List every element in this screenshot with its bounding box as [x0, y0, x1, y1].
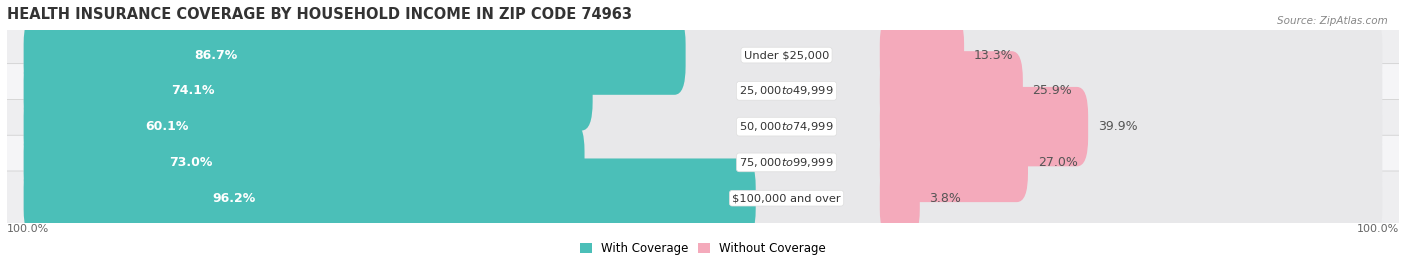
- Text: $25,000 to $49,999: $25,000 to $49,999: [740, 84, 834, 97]
- FancyBboxPatch shape: [880, 123, 1028, 202]
- FancyBboxPatch shape: [24, 123, 1382, 202]
- Text: 3.8%: 3.8%: [929, 192, 962, 205]
- Text: HEALTH INSURANCE COVERAGE BY HOUSEHOLD INCOME IN ZIP CODE 74963: HEALTH INSURANCE COVERAGE BY HOUSEHOLD I…: [7, 7, 631, 22]
- FancyBboxPatch shape: [880, 51, 1022, 131]
- Text: 39.9%: 39.9%: [1098, 120, 1137, 133]
- FancyBboxPatch shape: [24, 87, 1382, 166]
- FancyBboxPatch shape: [880, 158, 920, 238]
- FancyBboxPatch shape: [3, 64, 1403, 118]
- Text: $50,000 to $74,999: $50,000 to $74,999: [740, 120, 834, 133]
- FancyBboxPatch shape: [24, 51, 1382, 131]
- FancyBboxPatch shape: [3, 171, 1403, 225]
- Text: 96.2%: 96.2%: [212, 192, 256, 205]
- Text: 100.0%: 100.0%: [7, 224, 49, 234]
- Text: 27.0%: 27.0%: [1038, 156, 1077, 169]
- FancyBboxPatch shape: [24, 123, 585, 202]
- FancyBboxPatch shape: [24, 15, 1382, 95]
- FancyBboxPatch shape: [24, 158, 1382, 238]
- Text: 86.7%: 86.7%: [194, 49, 238, 62]
- FancyBboxPatch shape: [3, 28, 1403, 82]
- FancyBboxPatch shape: [24, 51, 593, 131]
- Text: 74.1%: 74.1%: [172, 84, 215, 97]
- Text: $75,000 to $99,999: $75,000 to $99,999: [740, 156, 834, 169]
- FancyBboxPatch shape: [880, 87, 1088, 166]
- FancyBboxPatch shape: [24, 158, 755, 238]
- Text: 73.0%: 73.0%: [170, 156, 212, 169]
- Text: 13.3%: 13.3%: [974, 49, 1014, 62]
- FancyBboxPatch shape: [880, 15, 965, 95]
- Text: 100.0%: 100.0%: [1357, 224, 1399, 234]
- Text: 60.1%: 60.1%: [146, 120, 188, 133]
- Legend: With Coverage, Without Coverage: With Coverage, Without Coverage: [575, 237, 831, 260]
- Text: $100,000 and over: $100,000 and over: [733, 193, 841, 203]
- Text: 25.9%: 25.9%: [1032, 84, 1073, 97]
- FancyBboxPatch shape: [24, 15, 686, 95]
- Text: Source: ZipAtlas.com: Source: ZipAtlas.com: [1277, 16, 1388, 26]
- Text: Under $25,000: Under $25,000: [744, 50, 830, 60]
- FancyBboxPatch shape: [3, 135, 1403, 190]
- FancyBboxPatch shape: [24, 87, 489, 166]
- FancyBboxPatch shape: [3, 99, 1403, 154]
